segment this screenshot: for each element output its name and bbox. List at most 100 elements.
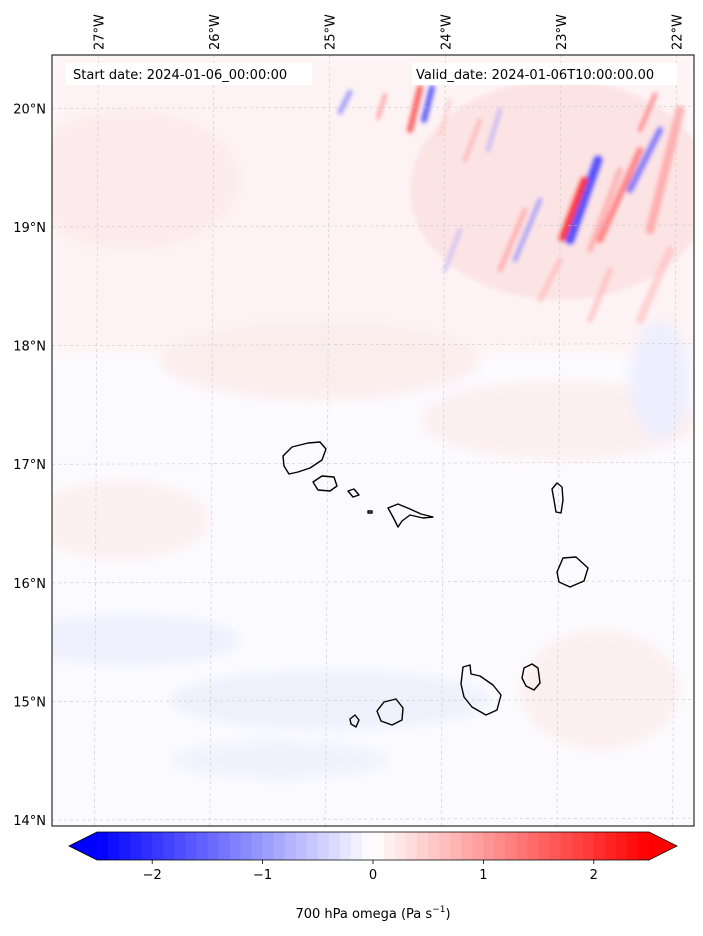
colorbar-cell [130,832,142,860]
longitude-labels: 27°W 26°W 25°W 24°W 23°W 22°W [92,14,685,50]
longitude-label: 22°W [671,14,686,50]
island-santiago [460,664,502,716]
colorbar-outline [68,831,678,861]
colorbar-cell [637,832,650,860]
valid-date-text: Valid_date: 2024-01-06T10:00:00.00 [416,68,654,83]
gridline-lat [52,461,694,465]
colorbar-cell [306,832,319,860]
gridline-lat [52,580,694,584]
colorbar-cell [593,832,606,860]
longitude-label: 25°W [324,14,339,50]
valid-date-box: Valid_date: 2024-01-06T10:00:00.00 [412,63,677,85]
colorbar-cell [196,832,208,860]
colorbar-cell [119,832,131,860]
colorbar-cell [483,832,496,860]
longitude-label: 23°W [555,14,570,50]
colorbar-cell [350,832,363,860]
colorbar-cell [262,832,275,860]
colorbar-cell [395,832,407,860]
colorbar-cell [439,832,451,860]
start-date-box: Start date: 2024-01-06_00:00:00 [66,63,312,85]
map-frame [51,54,695,827]
island-fogo [376,698,404,726]
latitude-label: 19°N [13,221,46,236]
island-sao-vicente [312,475,338,492]
colorbar-cell [185,832,197,860]
gridline-lat [52,343,694,346]
colorbar-cell [428,832,440,860]
map-panel: Start date: 2024-01-06_00:00:00 Valid_da… [51,54,695,827]
colorbar-cell [152,832,164,860]
colorbar: −2 −1 0 1 2 700 hPa omega (Pa s−1) [68,831,678,922]
island-maio [521,663,541,691]
island-santo-antao [282,441,327,475]
colorbar-tick-label: 2 [590,868,598,883]
latitude-label: 15°N [13,695,46,710]
gridline-lat [52,699,694,702]
colorbar-cell [295,832,308,860]
latitude-label: 17°N [13,458,46,473]
gridline-lon [556,55,562,826]
colorbar-cell [384,832,396,860]
start-date-text: Start date: 2024-01-06_00:00:00 [73,68,287,83]
omega-field [52,55,694,780]
colorbar-cell [527,832,540,860]
colorbar-gradient [97,832,650,860]
colorbar-cell [582,832,595,860]
colorbar-cell [284,832,297,860]
wave-region [337,80,694,324]
colorbar-cell [174,832,186,860]
colorbar-cell [373,832,385,860]
gridline-lat [52,224,694,228]
colorbar-cell [339,832,352,860]
colorbar-cell [97,832,109,860]
colorbar-cell [207,832,220,860]
colorbar-tick-label: −1 [253,868,272,883]
latitude-label: 16°N [13,577,46,592]
colorbar-tick-label: 0 [369,868,377,883]
island-santa-luzia [347,488,360,498]
colorbar-extend-high [649,832,677,860]
colorbar-cell [549,832,562,860]
island-sao-nicolau [387,503,434,528]
colorbar-cell [494,832,507,860]
colorbar-tick-label: 1 [479,868,487,883]
colorbar-cell [406,832,418,860]
colorbar-tick-label: −2 [143,868,162,883]
gridline-lat [52,817,694,821]
latitude-label: 14°N [13,814,46,829]
colorbar-cell [626,832,639,860]
colorbar-cell [461,832,473,860]
latitude-label: 20°N [13,102,46,117]
colorbar-cell [317,832,330,860]
colorbar-cell [328,832,341,860]
colorbar-cell [163,832,175,860]
island-sal [551,482,564,514]
latitude-label: 18°N [13,340,46,355]
gridline-lon [93,55,99,826]
colorbar-cell [361,832,374,860]
colorbar-cell [251,832,264,860]
colorbar-cell [218,832,231,860]
colorbar-cell [273,832,286,860]
longitude-label: 26°W [208,14,223,50]
colorbar-title: 700 hPa omega (Pa s−1) [295,905,450,922]
colorbar-cell [571,832,584,860]
colorbar-ticks: −2 −1 0 1 2 [143,860,598,883]
colorbar-cell [516,832,529,860]
longitude-label: 24°W [439,14,454,50]
gridline-lat [52,106,694,109]
colorbar-cell [615,832,628,860]
colorbar-cell [505,832,518,860]
colorbar-cell [450,832,462,860]
colorbar-cell [229,832,242,860]
colorbar-cell [604,832,617,860]
coastlines [282,441,589,728]
colorbar-cell [417,832,429,860]
island-brava [349,714,360,728]
colorbar-cell [141,832,153,860]
island-raso [367,510,373,514]
colorbar-cell [472,832,484,860]
gridline-lon [672,55,677,826]
